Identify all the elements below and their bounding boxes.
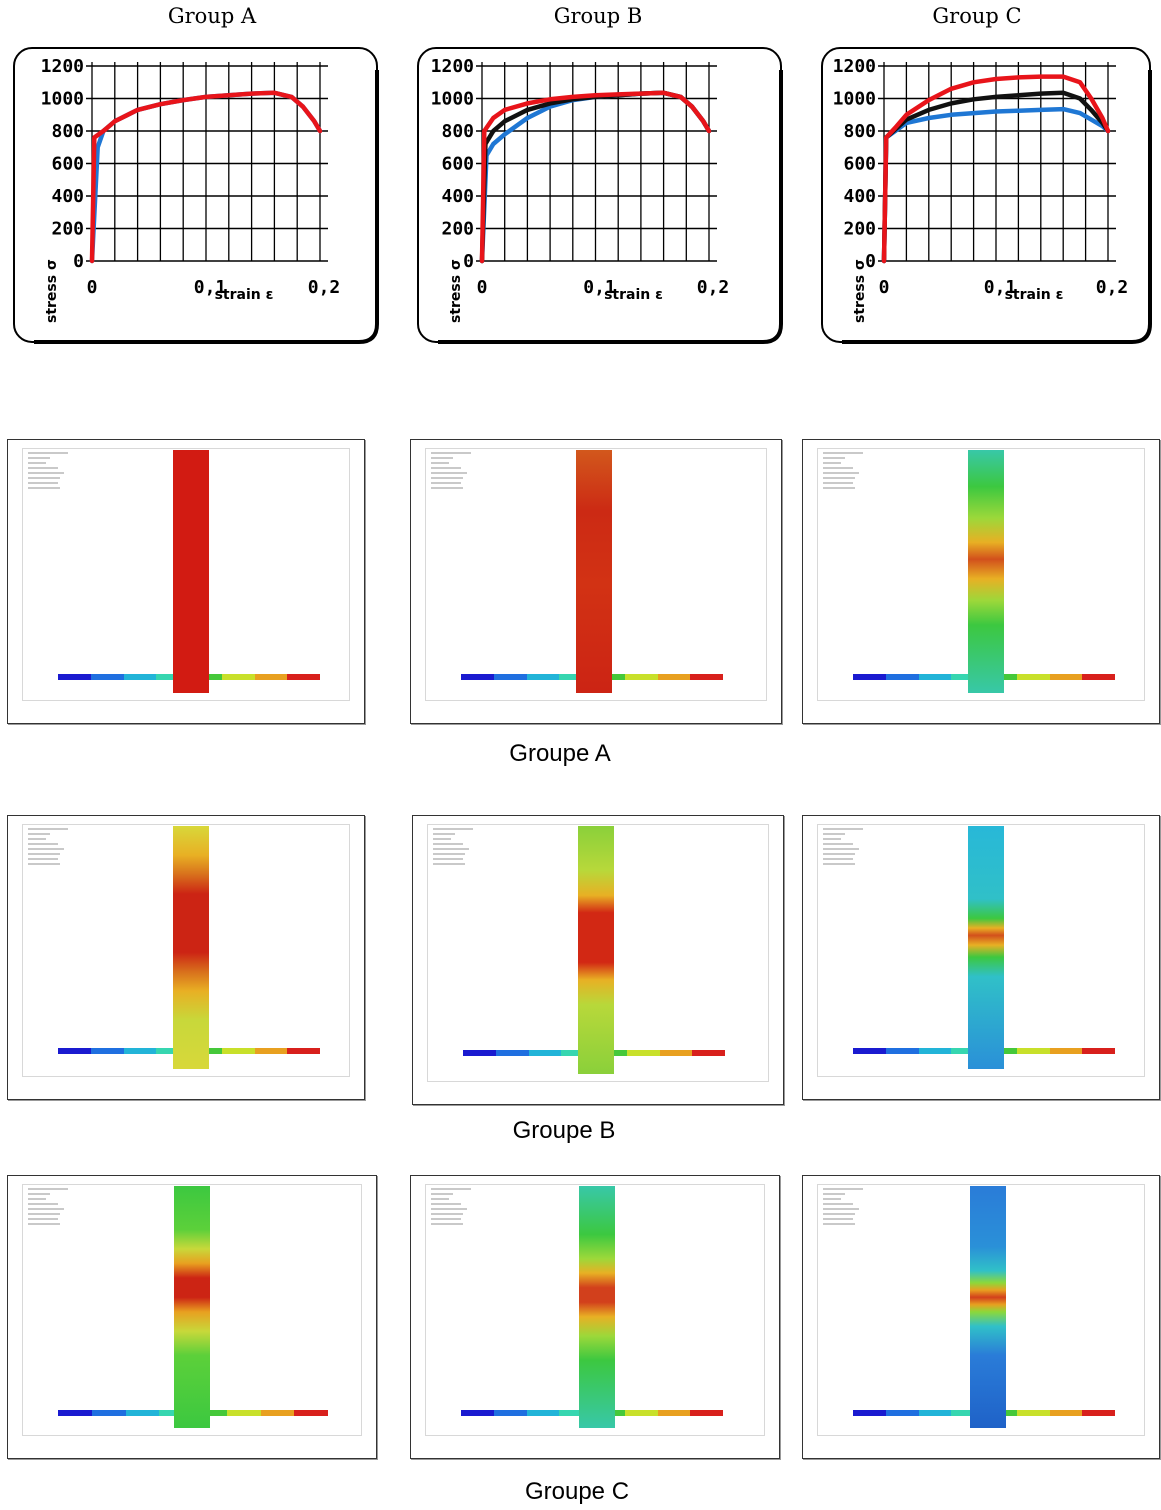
legend-header-text [28,828,108,888]
y-tick-label: 800 [843,121,876,142]
stress-field-strip [968,826,1004,1069]
x-tick-label: 0,2 [697,277,730,298]
stress-field-strip [578,826,614,1074]
fem-panel-c2 [410,1175,780,1459]
fem-panel-c3 [802,1175,1160,1459]
y-tick-label: 1000 [41,89,84,110]
y-tick-label: 1000 [431,89,474,110]
group-c-title: Group C [877,4,1077,28]
x-tick-label: 0,2 [1096,277,1129,298]
fem-panel-a2 [410,439,782,724]
legend-header-text [823,452,903,512]
y-tick-label: 800 [51,121,84,142]
x-tick-label: 0 [87,277,98,298]
stress-field-strip [174,1186,210,1428]
y-tick-label: 800 [441,121,474,142]
y-tick-label: 0 [73,251,84,272]
row-label-groupe-a: Groupe A [410,740,710,768]
stress-field-strip [579,1186,615,1428]
x-tick-label: 0 [879,277,890,298]
fem-panel-a1 [7,439,365,724]
y-tick-label: 600 [51,154,84,175]
y-axis-label: stress σ [852,259,868,323]
y-axis-label: stress σ [44,259,60,323]
y-tick-label: 200 [51,219,84,240]
stress-field-strip [173,826,209,1069]
legend-header-text [433,828,513,888]
row-label-groupe-c: Groupe C [427,1478,727,1506]
stress-field-strip [576,450,612,693]
legend-header-text [28,1188,108,1248]
fem-panel-b2 [412,815,784,1105]
y-tick-label: 400 [441,186,474,207]
y-tick-label: 600 [441,154,474,175]
x-axis-label: strain ε [215,287,274,303]
x-tick-label: 0,2 [308,277,341,298]
y-tick-label: 200 [441,219,474,240]
y-tick-label: 1000 [833,89,876,110]
row-label-groupe-b: Groupe B [414,1117,714,1145]
y-tick-label: 1200 [833,56,876,77]
fem-panel-c1 [7,1175,377,1459]
y-tick-label: 400 [843,186,876,207]
fem-panel-a3 [802,439,1160,724]
x-tick-label: 0 [477,277,488,298]
legend-header-text [431,1188,511,1248]
stress-field-strip [970,1186,1006,1428]
group-a-title: Group A [112,4,312,28]
y-tick-label: 600 [843,154,876,175]
fem-panel-b3 [802,815,1160,1100]
y-tick-label: 400 [51,186,84,207]
legend-header-text [431,452,511,512]
y-tick-label: 200 [843,219,876,240]
legend-header-text [823,1188,903,1248]
fem-panel-b1 [7,815,365,1100]
legend-header-text [823,828,903,888]
y-tick-label: 0 [463,251,474,272]
y-tick-label: 1200 [41,56,84,77]
stress-field-strip [968,450,1004,693]
stress-field-strip [173,450,209,693]
x-axis-label: strain ε [1005,287,1064,303]
y-axis-label: stress σ [448,259,464,323]
x-axis-label: strain ε [604,287,663,303]
group-b-title: Group B [498,4,698,28]
legend-header-text [28,452,108,512]
y-tick-label: 1200 [431,56,474,77]
